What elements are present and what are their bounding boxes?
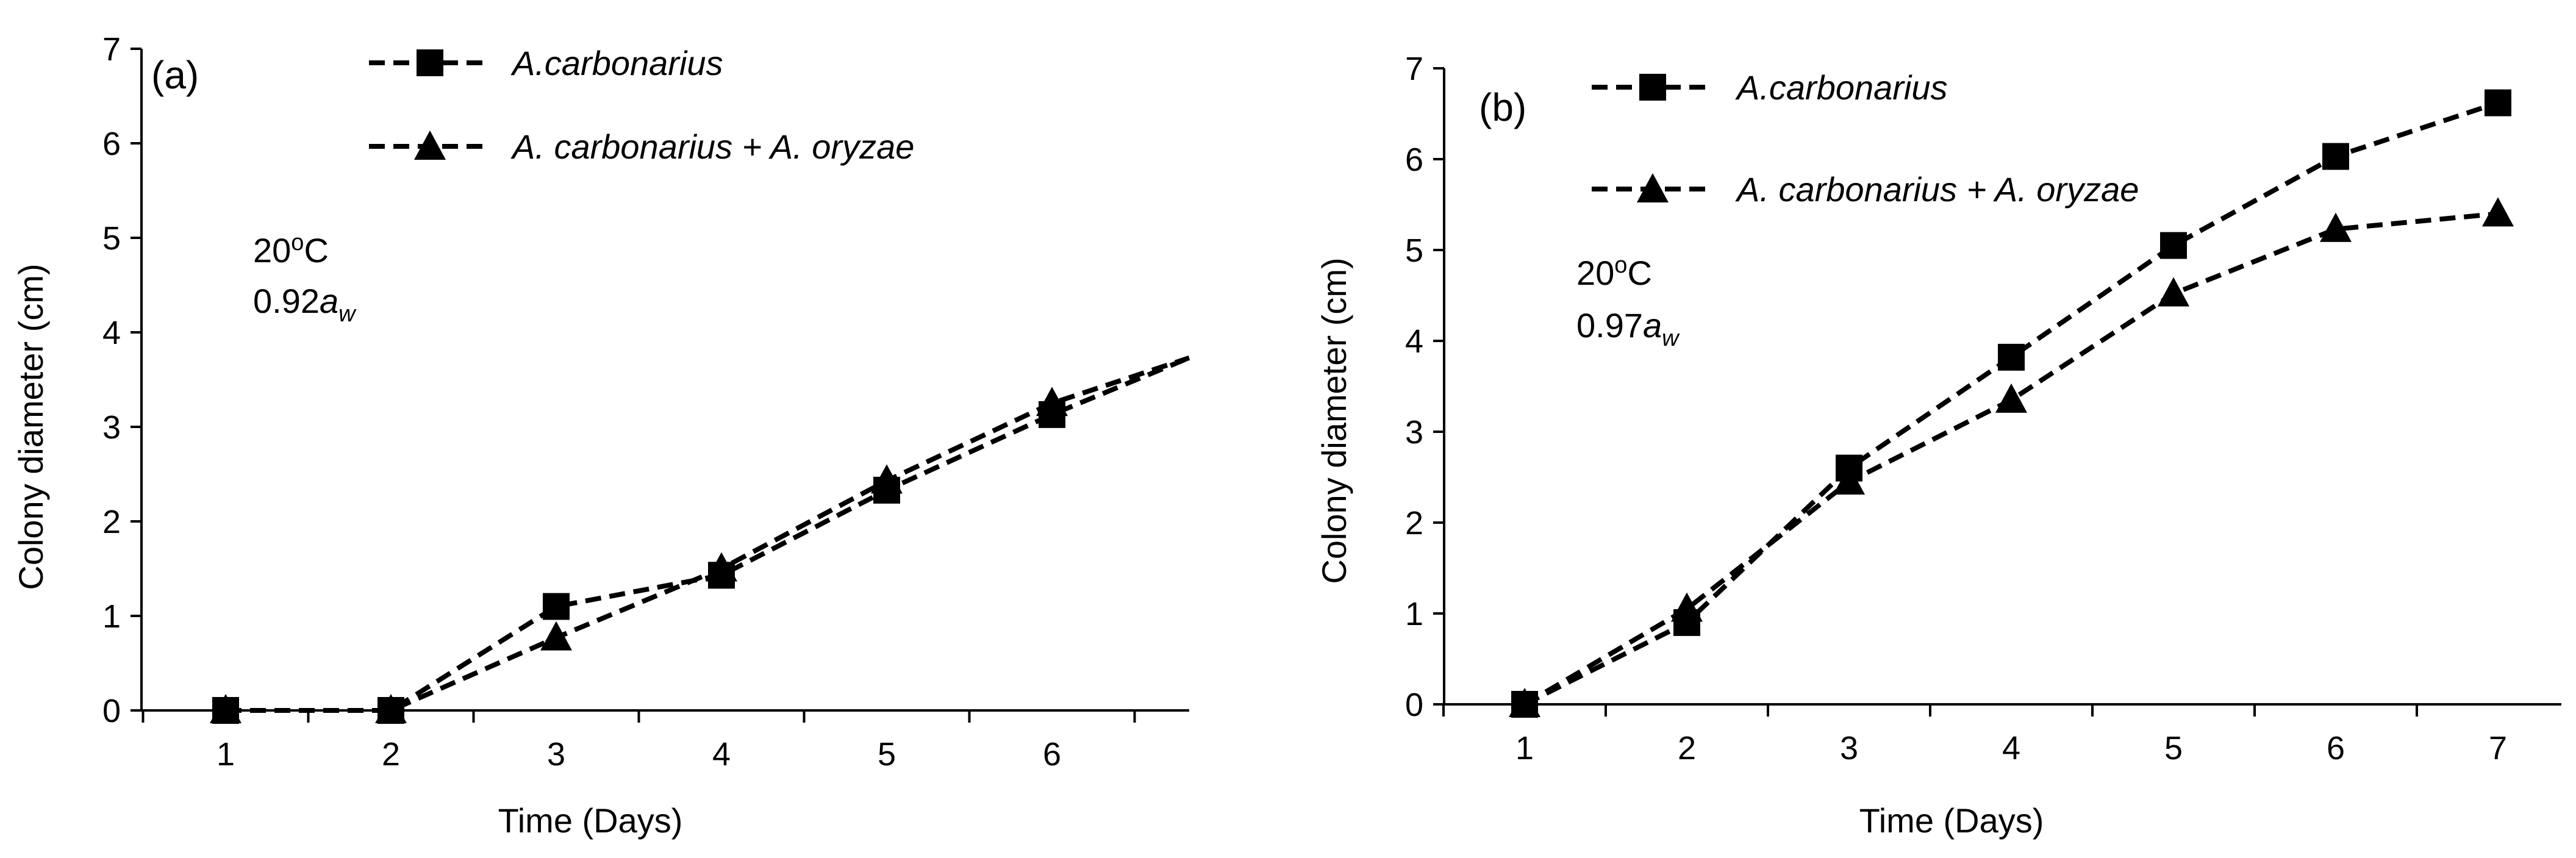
panel-b-legend-label-1: A.carbonarius: [1735, 68, 1948, 107]
panel-a-legend-triangle-marker: [414, 130, 446, 160]
panel-b-legend-triangle-marker: [1637, 173, 1669, 202]
panel-a-triangle-marker: [540, 621, 572, 651]
panel-b-y-tick-label: 7: [1405, 51, 1423, 87]
panel-b-triangle-marker: [1833, 465, 1865, 495]
panel-b-x-tick-label: 3: [1840, 730, 1858, 767]
panel-a-x-tick-label: 2: [382, 736, 400, 773]
panel-a-square-marker: [543, 593, 570, 620]
panel-b-triangle-marker: [1509, 688, 1540, 717]
panel-a-legend-label-1: A.carbonarius: [510, 44, 723, 82]
panel-a-y-tick-label: 5: [102, 220, 121, 257]
panel-a-x-tick-label: 5: [878, 736, 896, 773]
panel-b-square-marker: [2160, 232, 2187, 259]
panel-b-x-ticks: 1 2 3 4 5 6 7: [1442, 704, 2507, 767]
panel-a-y-tick-label: 3: [102, 409, 121, 446]
panel-b-series-2-line: [1523, 211, 2499, 707]
panel-b-axes: [1443, 68, 2561, 706]
panel-b-legend-label-2: A. carbonarius + A. oryzae: [1735, 170, 2139, 209]
panel-b-y-tick-label: 4: [1405, 323, 1423, 360]
panel-a-temperature: 20oC: [253, 230, 329, 270]
panel-b-label: (b): [1479, 85, 1526, 129]
panel-a-y-tick-label: 0: [102, 693, 121, 729]
panel-b-x-tick-label: 2: [1678, 730, 1696, 767]
panel-b-square-marker: [2485, 89, 2511, 116]
panel-a-y-tick-label: 4: [102, 315, 121, 351]
panel-b-square-marker: [2322, 143, 2349, 170]
panel-b-triangle-marker: [1671, 592, 1703, 622]
panel-b-water-activity: 0.97aw: [1576, 306, 1680, 351]
panel-b-square-marker: [1998, 343, 2025, 371]
panel-b-y-axis-title: Colony diameter (cm): [1315, 257, 1353, 584]
panel-a-triangle-marker: [210, 694, 242, 723]
panel-b-chart: 0 1 2 3 4 5 6 7 1 2 3 4 5 6 7 (b) Time (Days) Colony …: [1315, 51, 2561, 840]
panel-b-x-axis-title: Time (Days): [1859, 801, 2044, 840]
panel-a-legend: A.carbonarius A. carbonarius + A. oryzae: [369, 44, 914, 166]
panel-b-triangle-marker: [1995, 383, 2027, 413]
panel-a-x-tick-label: 6: [1043, 736, 1061, 773]
panel-b-y-tick-label: 6: [1405, 141, 1423, 178]
panel-a-x-tick-label: 3: [547, 736, 565, 773]
panel-b-legend-square-marker: [1639, 74, 1666, 101]
panel-b-y-tick-label: 2: [1405, 505, 1423, 542]
panel-a-series: [210, 356, 1190, 724]
panel-b-triangle-marker: [2320, 212, 2352, 242]
panel-b-x-tick-label: 5: [2164, 730, 2183, 767]
panel-a-x-ticks: 1 2 3 4 5 6: [141, 710, 1136, 773]
panel-b-x-tick-label: 7: [2489, 730, 2507, 767]
panel-a-water-activity: 0.92aw: [253, 282, 357, 327]
panel-b-y-tick-label: 3: [1405, 414, 1423, 451]
panel-a-x-axis-title: Time (Days): [498, 801, 683, 840]
panel-a-x-tick-label: 4: [712, 736, 731, 773]
panel-b-x-tick-label: 4: [2002, 730, 2020, 767]
panel-a-label: (a): [151, 53, 199, 97]
panel-a-y-tick-label: 7: [102, 31, 121, 68]
panel-a-legend-square-marker: [417, 49, 443, 76]
panel-a-triangle-marker: [1036, 387, 1068, 416]
panel-a-triangle-marker: [706, 552, 737, 582]
panel-b-x-tick-label: 6: [2327, 730, 2345, 767]
panel-a-y-tick-label: 2: [102, 504, 121, 540]
panel-b-temperature: 20oC: [1576, 252, 1652, 292]
panel-b-y-ticks: 0 1 2 3 4 5 6 7: [1405, 51, 1444, 723]
panel-b-y-tick-label: 5: [1405, 232, 1423, 269]
panel-b-x-tick-label: 1: [1515, 730, 1534, 767]
panel-b-triangle-marker: [2482, 197, 2514, 227]
panel-a-axes: [140, 49, 1189, 712]
panel-a-triangle-marker: [871, 464, 903, 494]
panel-a-y-ticks: 0 1 2 3 4 5 6 7: [102, 31, 141, 729]
panel-b-triangle-marker: [2158, 277, 2189, 307]
panel-a-triangle-marker: [375, 694, 407, 723]
panel-a-legend-label-2: A. carbonarius + A. oryzae: [510, 127, 914, 166]
panel-b-series: [1509, 89, 2514, 718]
panel-b-y-tick-label: 1: [1405, 596, 1423, 632]
panel-b-legend: A.carbonarius A. carbonarius + A. oryzae: [1592, 68, 2139, 209]
panel-a-y-tick-label: 6: [102, 126, 121, 162]
panel-a-y-axis-title: Colony diameter (cm): [12, 263, 50, 590]
panel-a-chart: 0 1 2 3 4 5 6 7 1 2 3 4 5 6 (a) Time (Days) Colony d…: [12, 31, 1190, 840]
panel-a-y-tick-label: 1: [102, 598, 121, 635]
panel-b-y-tick-label: 0: [1405, 687, 1423, 723]
panel-a-x-tick-label: 1: [216, 736, 235, 773]
